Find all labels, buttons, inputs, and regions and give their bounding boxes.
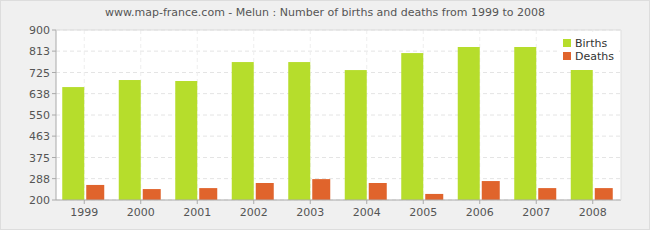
bar: [482, 181, 500, 200]
chart-svg: www.map-france.com - Melun : Number of b…: [0, 0, 650, 230]
bar: [595, 188, 613, 200]
legend-box: [557, 32, 619, 70]
legend-label: Births: [575, 37, 607, 50]
bar: [199, 188, 217, 200]
y-tick-label: 200: [29, 194, 50, 207]
bar: [119, 80, 141, 200]
y-axis: [56, 30, 57, 200]
chart-container: www.map-france.com - Melun : Number of b…: [0, 0, 650, 230]
title: www.map-france.com - Melun : Number of b…: [105, 6, 545, 19]
bar: [175, 81, 197, 200]
bar: [62, 87, 84, 200]
bar: [369, 183, 387, 200]
x-tick: [366, 200, 367, 204]
plot-area: [56, 30, 621, 200]
legend-swatch: [563, 52, 571, 60]
legend-label: Deaths: [575, 50, 614, 63]
x-tick-label: 2000: [127, 206, 155, 219]
x-tick-label: 2001: [183, 206, 211, 219]
legend: BirthsDeaths: [557, 32, 619, 70]
y-tick-label: 463: [29, 130, 50, 143]
y-tick: [52, 30, 56, 31]
bar: [538, 188, 556, 200]
bar: [425, 194, 443, 200]
outer-border: [1, 1, 650, 230]
bar: [288, 62, 310, 200]
legend-swatch: [563, 39, 571, 47]
bar: [143, 189, 161, 200]
bar: [86, 185, 104, 200]
x-tick: [536, 200, 537, 204]
y-tick-label: 725: [29, 67, 50, 80]
x-tick-label: 2003: [296, 206, 324, 219]
y-tick-label: 288: [29, 173, 50, 186]
y-tick-label: 813: [29, 45, 50, 58]
x-tick-label: 2002: [240, 206, 268, 219]
x-tick-label: 2005: [409, 206, 437, 219]
grid-line: [56, 30, 621, 31]
y-tick: [52, 115, 56, 116]
bars: [62, 47, 613, 200]
y-tick: [52, 200, 56, 201]
y-tick: [52, 93, 56, 94]
x-tick-label: 2004: [353, 206, 381, 219]
x-tick-label: 2007: [522, 206, 550, 219]
background: [0, 0, 650, 230]
x-tick: [253, 200, 254, 204]
x-tick-label: 1999: [70, 206, 98, 219]
bar: [256, 183, 274, 200]
bar: [458, 47, 480, 200]
plot-frame-right: [621, 30, 622, 200]
y-tick-label: 638: [29, 88, 50, 101]
x-tick: [310, 200, 311, 204]
bar: [345, 70, 367, 200]
bar: [401, 53, 423, 200]
y-tick-label: 900: [29, 24, 50, 37]
y-tick-label: 550: [29, 109, 50, 122]
bar: [312, 179, 330, 200]
y-tick: [52, 157, 56, 158]
x-tick-label: 2008: [579, 206, 607, 219]
bar: [232, 62, 254, 200]
y-tick: [52, 72, 56, 73]
y-tick-label: 375: [29, 152, 50, 165]
y-tick: [52, 178, 56, 179]
x-tick: [140, 200, 141, 204]
x-tick: [592, 200, 593, 204]
x-tick: [423, 200, 424, 204]
plot-frame-top: [56, 30, 621, 31]
x-tick: [479, 200, 480, 204]
x-tick: [197, 200, 198, 204]
y-tick: [52, 136, 56, 137]
x-tick-label: 2006: [466, 206, 494, 219]
bar: [571, 63, 593, 200]
bar: [514, 47, 536, 200]
x-tick: [84, 200, 85, 204]
y-tick: [52, 51, 56, 52]
